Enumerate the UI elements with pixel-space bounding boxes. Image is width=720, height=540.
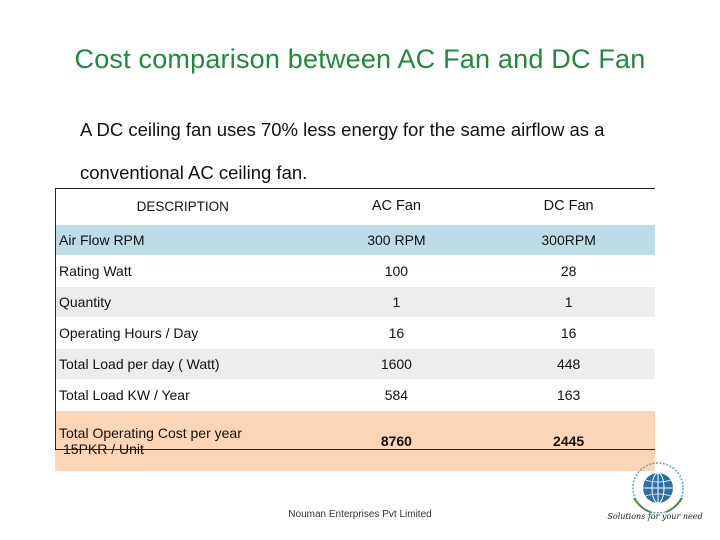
dc-value: 448 <box>482 348 655 380</box>
intro-line-1: A DC ceiling fan uses 70% less energy fo… <box>80 119 605 140</box>
ac-value: 1 <box>310 286 483 318</box>
intro-text: A DC ceiling fan uses 70% less energy fo… <box>80 108 680 194</box>
row-label: Operating Hours / Day <box>55 317 311 349</box>
table-row: Total Load per day ( Watt) 1600 448 <box>55 348 655 380</box>
intro-line-2: conventional AC ceiling fan. <box>80 162 308 183</box>
ac-value: 8760 <box>310 410 483 472</box>
row-label: Total Operating Cost per year 15PKR / Un… <box>55 410 311 472</box>
row-label: Total Load per day ( Watt) <box>55 348 311 380</box>
dc-value: 163 <box>482 379 655 411</box>
header-description: DESCRIPTION <box>55 188 311 225</box>
ac-value: 300 RPM <box>310 224 483 256</box>
dc-value: 16 <box>482 317 655 349</box>
table-row: Rating Watt 100 28 <box>55 255 655 287</box>
dc-value: 2445 <box>482 410 655 472</box>
dc-value: 1 <box>482 286 655 318</box>
comparison-table: DESCRIPTION AC Fan DC Fan Air Flow RPM 3… <box>55 188 655 472</box>
row-label: Rating Watt <box>55 255 311 287</box>
table-header-row: DESCRIPTION AC Fan DC Fan <box>55 188 655 225</box>
footer-company: Nouman Enterprises Pvt Limited <box>288 509 432 520</box>
slide-title: Cost comparison between AC Fan and DC Fa… <box>74 44 646 74</box>
row-label: Quantity <box>55 286 311 318</box>
dc-value: 300RPM <box>482 224 655 256</box>
header-dc-fan: DC Fan <box>482 188 655 225</box>
row-label: Total Load KW / Year <box>55 379 311 411</box>
table-row: Air Flow RPM 300 RPM 300RPM <box>55 224 655 256</box>
table-row: Operating Hours / Day 16 16 <box>55 317 655 349</box>
ac-value: 584 <box>310 379 483 411</box>
table-row-total-cost: Total Operating Cost per year 15PKR / Un… <box>55 410 655 472</box>
ac-value: 16 <box>310 317 483 349</box>
ac-value: 1600 <box>310 348 483 380</box>
table-row: Total Load KW / Year 584 163 <box>55 379 655 411</box>
row-label-line-2: 15PKR / Unit <box>63 441 144 457</box>
table-row: Quantity 1 1 <box>55 286 655 318</box>
logo-tagline: Solutions for your need <box>607 512 703 521</box>
row-label-line-1: Total Operating Cost per year <box>59 425 242 441</box>
row-label: Air Flow RPM <box>55 224 311 256</box>
header-ac-fan: AC Fan <box>310 188 483 225</box>
un-global-compact-globe-icon <box>632 462 684 514</box>
ac-value: 100 <box>310 255 483 287</box>
dc-value: 28 <box>482 255 655 287</box>
